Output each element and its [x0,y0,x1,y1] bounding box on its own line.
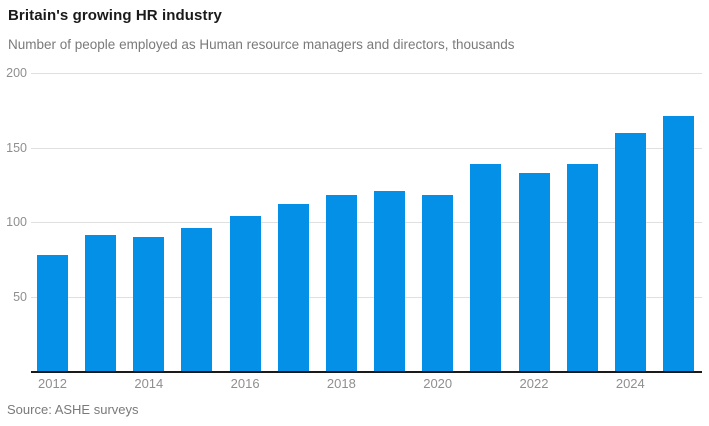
bar-2014 [133,236,165,371]
bar-2019 [374,190,406,371]
x-axis-tick-label-2022: 2022 [519,376,549,391]
bar-2015 [181,227,213,371]
x-axis-line [31,371,702,373]
chart-title: Britain's growing HR industry [8,7,222,24]
x-axis-tick-label-2020: 2020 [423,376,453,391]
plot-area [31,73,702,371]
bar-2012 [37,254,68,371]
bar-2018 [325,195,357,371]
x-axis-tick-label-2012: 2012 [38,376,67,391]
bar-2025 [662,116,694,371]
x-axis-tick-label-2024: 2024 [615,376,645,391]
y-axis-tick-label-150: 150 [6,140,27,155]
chart-subtitle: Number of people employed as Human resou… [8,37,515,52]
bar-2016 [229,216,261,371]
y-axis-tick-label-200: 200 [6,65,27,80]
bar-2021 [470,163,502,371]
gridline-200 [31,73,702,74]
bar-2023 [566,163,598,371]
x-axis-tick-label-2018: 2018 [326,376,356,391]
y-axis-tick-label-50: 50 [13,289,27,304]
bar-2013 [85,235,117,371]
x-axis-tick-label-2016: 2016 [230,376,260,391]
bar-2017 [277,204,309,371]
gridline-100 [31,222,702,223]
gridline-50 [31,296,702,298]
x-axis-tick-label-2014: 2014 [134,376,164,391]
source-note: Source: ASHE surveys [7,402,139,417]
bar-2022 [518,172,550,371]
bar-2024 [614,132,646,371]
gridline-150 [31,147,702,149]
y-axis-tick-label-100: 100 [6,214,27,229]
bar-2020 [422,195,454,371]
